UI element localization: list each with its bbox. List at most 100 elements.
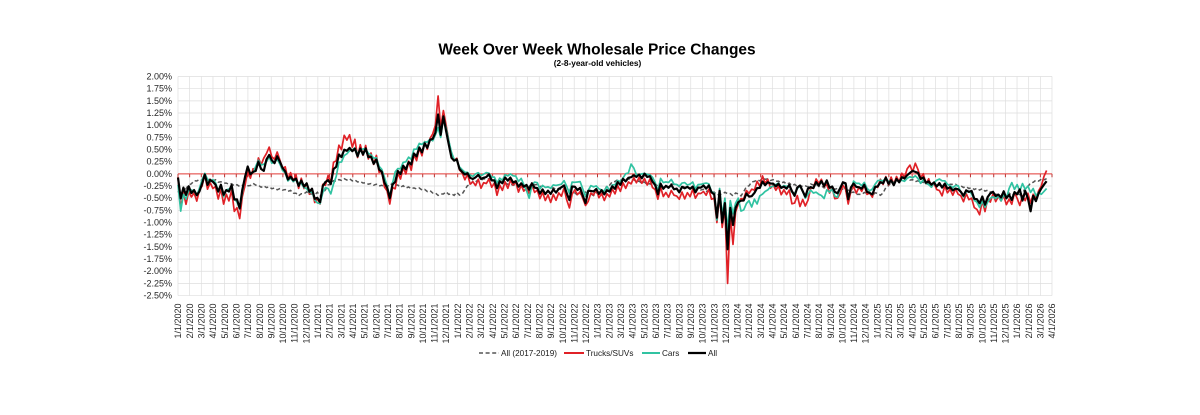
svg-text:-1.00%: -1.00% xyxy=(143,218,172,228)
svg-text:4/1/2024: 4/1/2024 xyxy=(768,304,778,339)
svg-text:All: All xyxy=(708,349,717,358)
svg-text:-0.75%: -0.75% xyxy=(143,205,172,215)
svg-text:3/1/2020: 3/1/2020 xyxy=(197,304,207,339)
svg-text:-2.00%: -2.00% xyxy=(143,266,172,276)
svg-text:Week Over Week Wholesale Price: Week Over Week Wholesale Price Changes xyxy=(438,42,755,59)
svg-text:5/1/2021: 5/1/2021 xyxy=(360,304,370,339)
svg-text:12/1/2025: 12/1/2025 xyxy=(1001,304,1011,344)
svg-text:10/1/2024: 10/1/2024 xyxy=(837,304,847,344)
svg-text:8/1/2025: 8/1/2025 xyxy=(954,304,964,339)
svg-text:4/1/2022: 4/1/2022 xyxy=(488,304,498,339)
svg-text:7/1/2023: 7/1/2023 xyxy=(663,304,673,339)
svg-text:0.50%: 0.50% xyxy=(146,145,172,155)
svg-text:10/1/2021: 10/1/2021 xyxy=(418,304,428,344)
svg-text:7/1/2020: 7/1/2020 xyxy=(243,304,253,339)
svg-text:1/1/2021: 1/1/2021 xyxy=(313,304,323,339)
svg-text:12/1/2024: 12/1/2024 xyxy=(861,304,871,344)
svg-text:3/1/2026: 3/1/2026 xyxy=(1036,304,1046,339)
svg-text:11/1/2022: 11/1/2022 xyxy=(569,304,579,343)
svg-text:6/1/2022: 6/1/2022 xyxy=(511,304,521,339)
svg-text:8/1/2021: 8/1/2021 xyxy=(395,304,405,339)
svg-text:4/1/2025: 4/1/2025 xyxy=(907,304,917,339)
svg-text:-1.75%: -1.75% xyxy=(143,254,172,264)
svg-text:1/1/2020: 1/1/2020 xyxy=(173,304,183,339)
svg-text:8/1/2022: 8/1/2022 xyxy=(535,304,545,339)
svg-text:-1.50%: -1.50% xyxy=(143,242,172,252)
svg-text:-0.50%: -0.50% xyxy=(143,193,172,203)
svg-text:-2.50%: -2.50% xyxy=(143,291,172,301)
svg-text:10/1/2022: 10/1/2022 xyxy=(558,304,568,344)
svg-text:6/1/2024: 6/1/2024 xyxy=(791,304,801,339)
svg-text:0.00%: 0.00% xyxy=(146,169,172,179)
svg-text:12/1/2021: 12/1/2021 xyxy=(441,304,451,344)
svg-text:1.50%: 1.50% xyxy=(146,96,172,106)
svg-text:1.25%: 1.25% xyxy=(146,108,172,118)
svg-text:2/1/2024: 2/1/2024 xyxy=(744,304,754,339)
svg-text:8/1/2023: 8/1/2023 xyxy=(674,304,684,339)
svg-text:Trucks/SUVs: Trucks/SUVs xyxy=(586,349,633,358)
svg-text:Cars: Cars xyxy=(662,349,679,358)
svg-text:11/1/2020: 11/1/2020 xyxy=(290,304,300,343)
svg-text:3/1/2025: 3/1/2025 xyxy=(896,304,906,339)
svg-text:6/1/2023: 6/1/2023 xyxy=(651,304,661,339)
svg-text:7/1/2024: 7/1/2024 xyxy=(803,304,813,339)
svg-text:12/1/2020: 12/1/2020 xyxy=(301,304,311,344)
svg-text:6/1/2025: 6/1/2025 xyxy=(931,304,941,339)
svg-text:1/1/2025: 1/1/2025 xyxy=(872,304,882,339)
svg-text:9/1/2022: 9/1/2022 xyxy=(546,304,556,339)
svg-text:4/1/2023: 4/1/2023 xyxy=(628,304,638,339)
svg-text:-1.25%: -1.25% xyxy=(143,230,172,240)
svg-text:4/1/2026: 4/1/2026 xyxy=(1047,304,1057,339)
svg-text:12/1/2023: 12/1/2023 xyxy=(721,304,731,344)
svg-text:7/1/2025: 7/1/2025 xyxy=(942,304,952,339)
svg-text:0.75%: 0.75% xyxy=(146,132,172,142)
svg-text:2/1/2020: 2/1/2020 xyxy=(185,304,195,339)
svg-text:2/1/2023: 2/1/2023 xyxy=(604,304,614,339)
svg-text:8/1/2020: 8/1/2020 xyxy=(255,304,265,339)
svg-text:5/1/2024: 5/1/2024 xyxy=(779,304,789,339)
svg-text:5/1/2020: 5/1/2020 xyxy=(220,304,230,339)
svg-text:9/1/2024: 9/1/2024 xyxy=(826,304,836,339)
svg-text:3/1/2022: 3/1/2022 xyxy=(476,304,486,339)
svg-text:7/1/2022: 7/1/2022 xyxy=(523,304,533,339)
svg-text:-0.25%: -0.25% xyxy=(143,181,172,191)
svg-text:11/1/2024: 11/1/2024 xyxy=(849,304,859,343)
svg-text:1/1/2023: 1/1/2023 xyxy=(593,304,603,339)
svg-text:5/1/2025: 5/1/2025 xyxy=(919,304,929,339)
svg-text:-2.25%: -2.25% xyxy=(143,278,172,288)
svg-text:5/1/2023: 5/1/2023 xyxy=(639,304,649,339)
svg-text:4/1/2021: 4/1/2021 xyxy=(348,304,358,339)
svg-text:10/1/2023: 10/1/2023 xyxy=(698,304,708,344)
svg-text:2/1/2022: 2/1/2022 xyxy=(465,304,475,339)
svg-text:2/1/2021: 2/1/2021 xyxy=(325,304,335,339)
svg-text:2/1/2026: 2/1/2026 xyxy=(1024,304,1034,339)
svg-text:11/1/2021: 11/1/2021 xyxy=(430,304,440,343)
svg-text:12/1/2022: 12/1/2022 xyxy=(581,304,591,344)
svg-text:9/1/2020: 9/1/2020 xyxy=(266,304,276,339)
svg-text:2/1/2025: 2/1/2025 xyxy=(884,304,894,339)
svg-text:10/1/2020: 10/1/2020 xyxy=(278,304,288,344)
svg-text:11/1/2025: 11/1/2025 xyxy=(989,304,999,343)
svg-text:3/1/2021: 3/1/2021 xyxy=(336,304,346,339)
svg-text:0.25%: 0.25% xyxy=(146,157,172,167)
svg-text:11/1/2023: 11/1/2023 xyxy=(709,304,719,343)
svg-text:9/1/2023: 9/1/2023 xyxy=(686,304,696,339)
svg-text:1.00%: 1.00% xyxy=(146,120,172,130)
svg-text:8/1/2024: 8/1/2024 xyxy=(814,304,824,339)
svg-text:3/1/2024: 3/1/2024 xyxy=(756,304,766,339)
svg-text:(2-8-year-old vehicles): (2-8-year-old vehicles) xyxy=(554,58,642,68)
svg-text:1/1/2022: 1/1/2022 xyxy=(453,304,463,339)
svg-text:7/1/2021: 7/1/2021 xyxy=(383,304,393,339)
svg-text:3/1/2023: 3/1/2023 xyxy=(616,304,626,339)
svg-text:1.75%: 1.75% xyxy=(146,84,172,94)
svg-text:6/1/2021: 6/1/2021 xyxy=(371,304,381,339)
svg-text:4/1/2020: 4/1/2020 xyxy=(208,304,218,339)
svg-text:10/1/2025: 10/1/2025 xyxy=(977,304,987,344)
svg-text:2.00%: 2.00% xyxy=(146,72,172,82)
svg-text:9/1/2025: 9/1/2025 xyxy=(966,304,976,339)
svg-text:6/1/2020: 6/1/2020 xyxy=(232,304,242,339)
svg-text:1/1/2024: 1/1/2024 xyxy=(733,304,743,339)
svg-text:All (2017-2019): All (2017-2019) xyxy=(501,349,557,358)
svg-text:1/1/2026: 1/1/2026 xyxy=(1012,303,1022,338)
svg-text:9/1/2021: 9/1/2021 xyxy=(406,304,416,339)
